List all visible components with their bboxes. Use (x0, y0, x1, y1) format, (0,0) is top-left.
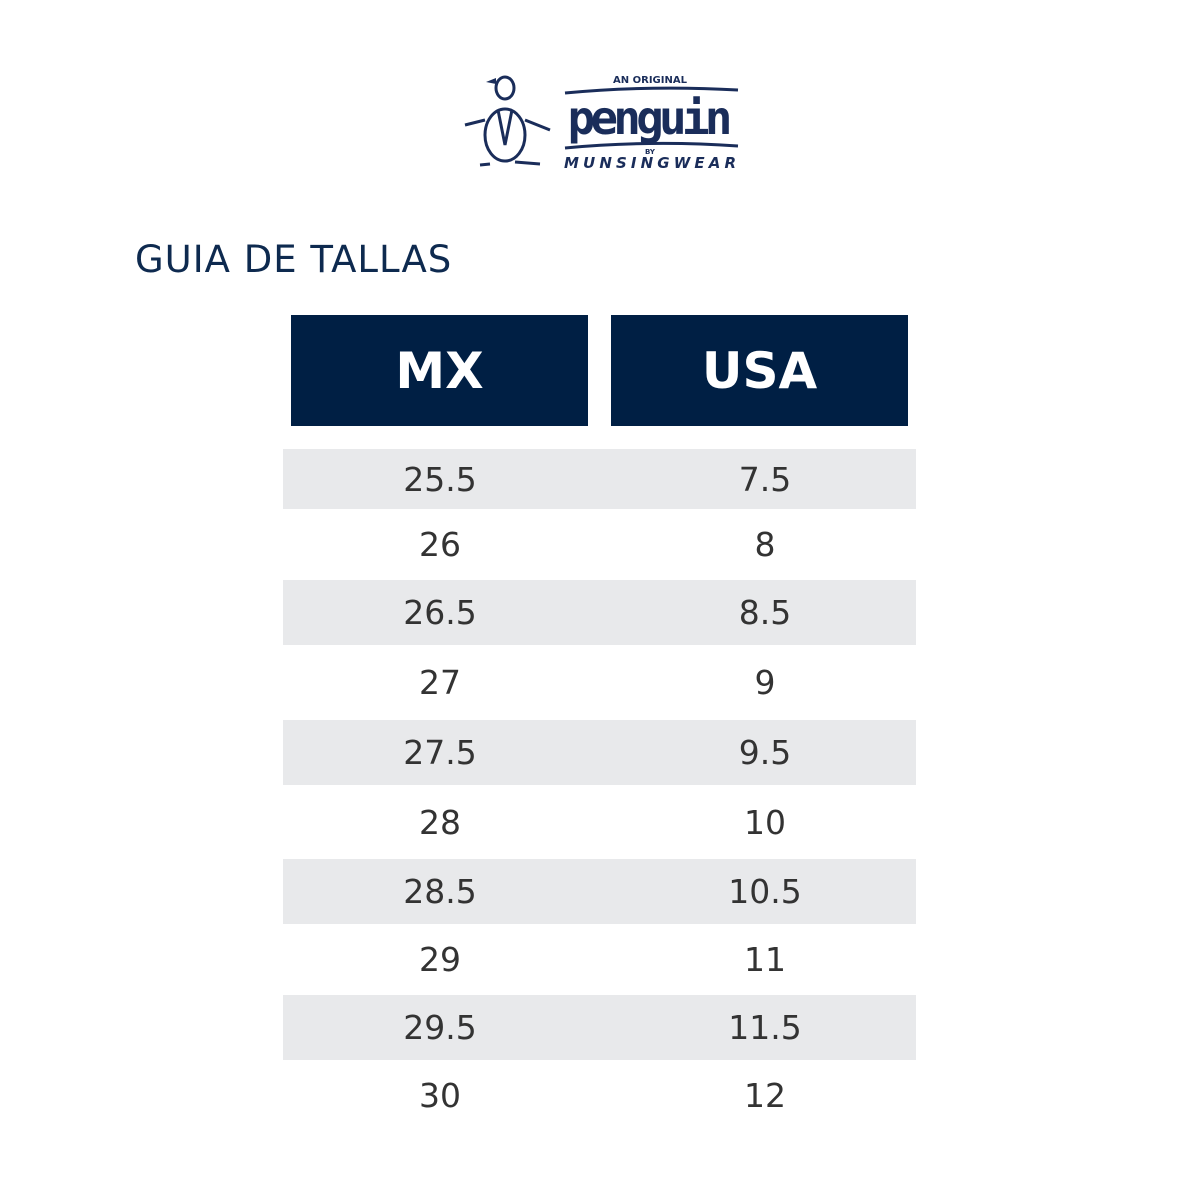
header-usa: USA (611, 315, 908, 426)
mx-size-cell: 29 (419, 940, 461, 979)
mx-size-cell: 28.5 (403, 872, 477, 911)
table-row: 27.5 9.5 (283, 720, 916, 785)
table-row: 30 12 (283, 1060, 916, 1130)
table-row: 25.5 7.5 (283, 449, 916, 509)
mx-size-cell: 28 (419, 802, 461, 842)
mx-size-cell: 26 (419, 525, 461, 564)
mx-size-cell: 26.5 (403, 593, 477, 632)
usa-size-cell: 9 (754, 663, 776, 702)
table-row: 29 11 (283, 924, 916, 995)
mx-size-cell: 29.5 (403, 1008, 477, 1047)
page-title: GUIA DE TALLAS (135, 238, 453, 281)
table-row: 27 9 (283, 645, 916, 720)
mx-size-cell: 27 (419, 663, 461, 702)
table-row: 26 8 (283, 509, 916, 580)
logo-maker-text: MUNSINGWEAR (564, 154, 736, 170)
logo-top-text: AN ORIGINAL (613, 75, 688, 86)
usa-size-cell: 8 (754, 525, 776, 564)
table-row: 29.5 11.5 (283, 995, 916, 1060)
mx-size-cell: 25.5 (403, 459, 477, 499)
usa-size-cell: 10 (744, 802, 786, 842)
logo-brand-text: penguin (568, 91, 733, 145)
brand-logo: AN ORIGINAL penguin BY MUNSINGWEAR (460, 70, 745, 172)
mx-size-cell: 27.5 (403, 733, 477, 772)
usa-size-cell: 11 (744, 940, 786, 979)
penguin-logo-icon: AN ORIGINAL penguin BY MUNSINGWEAR (464, 75, 739, 172)
table-row: 28 10 (283, 785, 916, 859)
usa-size-cell: 12 (744, 1075, 786, 1115)
usa-size-cell: 9.5 (738, 733, 792, 772)
table-row: 28.5 10.5 (283, 859, 916, 924)
usa-size-cell: 10.5 (728, 872, 802, 911)
logo-by-text: BY (645, 148, 656, 156)
usa-size-cell: 11.5 (728, 1008, 802, 1047)
mx-size-cell: 30 (419, 1075, 461, 1115)
usa-size-cell: 7.5 (738, 459, 792, 499)
table-row: 26.5 8.5 (283, 580, 916, 645)
header-mx: MX (291, 315, 588, 426)
usa-size-cell: 8.5 (738, 593, 792, 632)
